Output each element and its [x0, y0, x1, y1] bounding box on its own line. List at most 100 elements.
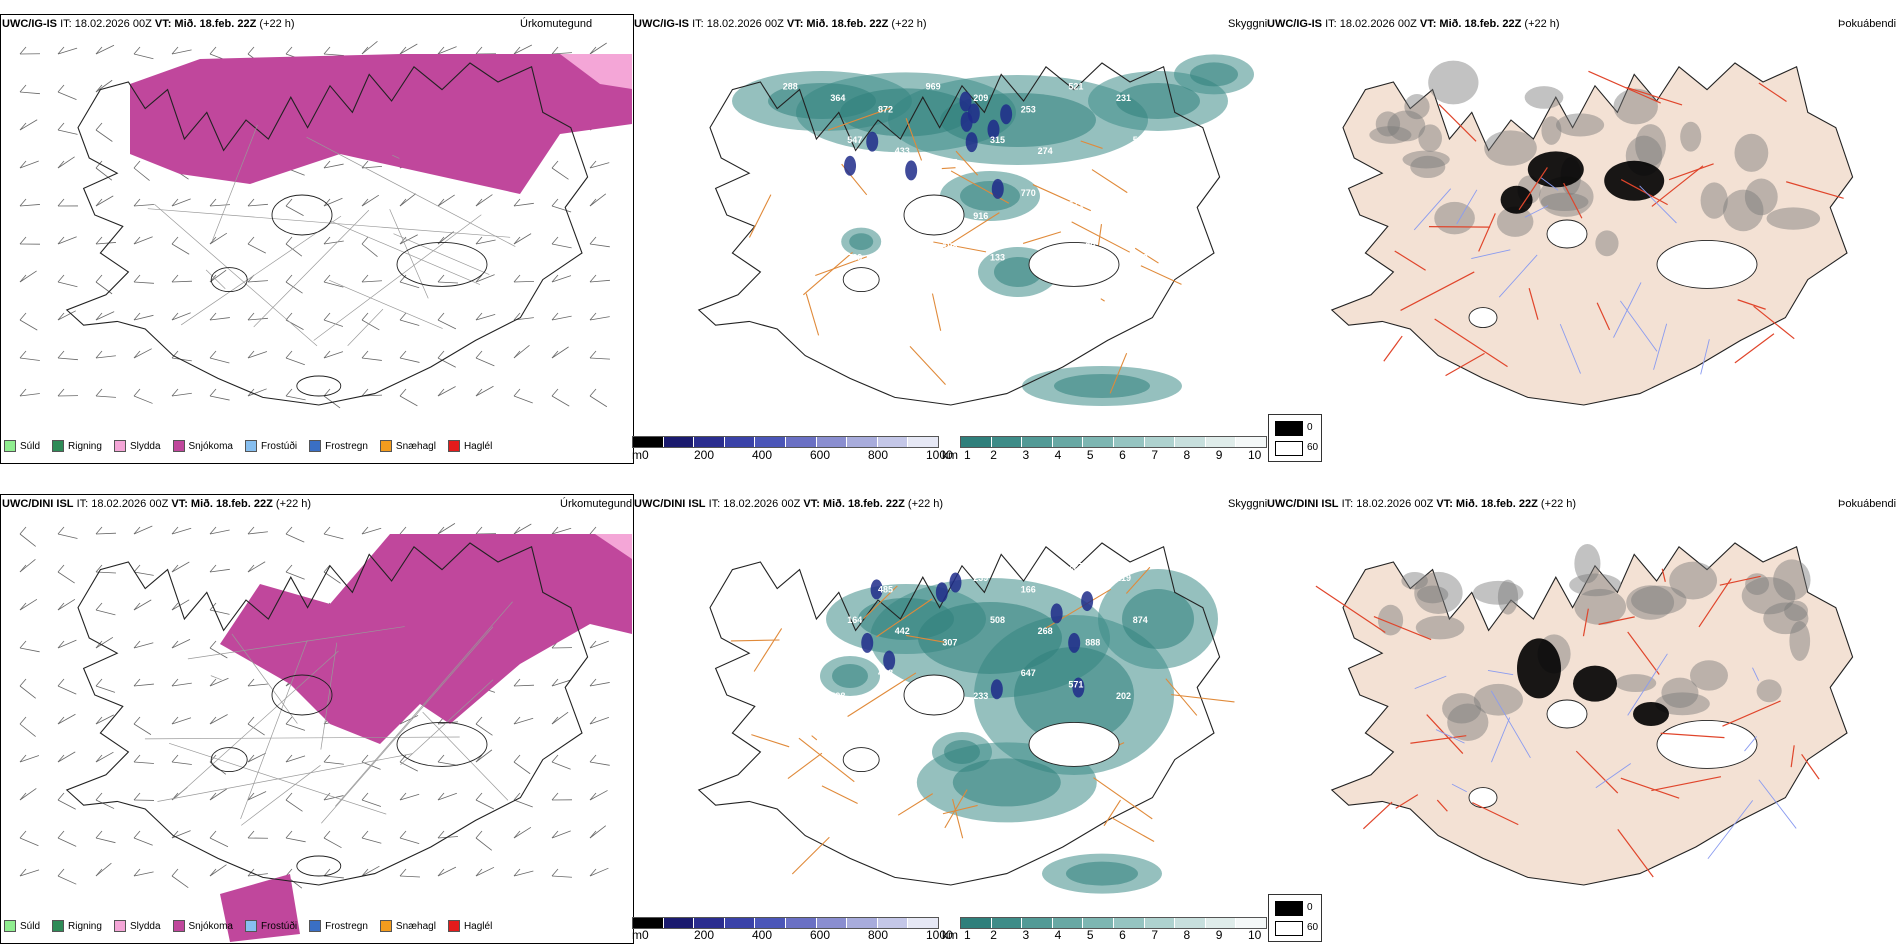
cloud-base-value-label: 571	[1068, 679, 1083, 689]
road-line	[157, 753, 413, 802]
wind-barb-feather	[19, 526, 27, 535]
cloud-base-value-label: 485	[878, 584, 893, 594]
wind-barb-feather	[133, 350, 141, 359]
coastline	[65, 62, 589, 406]
road-line	[1125, 566, 1151, 594]
wind-barb	[437, 357, 456, 368]
cloud-base-value-label: 609	[926, 199, 941, 209]
fog-index-shade	[1540, 192, 1589, 212]
cloud-base-value-label: 671	[1068, 199, 1083, 209]
fog-index-shade	[1635, 124, 1666, 167]
cloud-base-value-label: 227	[1068, 562, 1083, 572]
wind-barb	[589, 162, 610, 169]
road-line	[335, 601, 513, 807]
road-line	[1134, 247, 1159, 264]
wind-barb	[95, 311, 115, 321]
river-line	[1540, 177, 1559, 191]
road-line	[1620, 777, 1680, 799]
fog-index-shade	[1700, 182, 1728, 219]
wind-barb	[589, 243, 610, 248]
wind-barb	[133, 53, 154, 60]
cloud-base-value-label: 233	[973, 691, 988, 701]
wind-barb-feather	[19, 678, 27, 687]
river-line	[1490, 690, 1531, 759]
road-line	[1109, 352, 1128, 394]
wind-barb	[171, 527, 192, 535]
colorbar-step	[1175, 918, 1206, 928]
wind-barb-feather	[513, 198, 521, 207]
glacier-outline	[1028, 241, 1120, 287]
wind-barb-feather	[171, 526, 179, 535]
wind-barb	[57, 156, 75, 169]
colorbar-step	[755, 918, 786, 928]
wind-barb	[247, 317, 268, 321]
wind-barb-feather	[95, 198, 103, 207]
wind-barb	[95, 636, 114, 649]
road-line	[944, 789, 968, 829]
wind-barb	[323, 281, 344, 288]
scale-tick: 5	[1086, 928, 1094, 942]
wind-barb	[285, 571, 305, 580]
fog-index-shade	[1473, 580, 1524, 605]
wind-barb	[133, 348, 152, 359]
glacier-area	[1468, 307, 1498, 329]
wind-barb-feather	[589, 868, 597, 877]
scale-tick: 1000	[926, 928, 953, 942]
wind-barb	[475, 194, 493, 207]
row2-visibility-header: UWC/DINI ISL IT: 18.02.2026 00Z VT: Mið.…	[634, 498, 944, 510]
scale-tick: 5	[1086, 448, 1094, 462]
fog-index-shade	[1484, 130, 1537, 166]
cloud-base-value-label: 498	[830, 691, 845, 701]
wind-barb	[19, 270, 37, 283]
road-line	[1563, 182, 1583, 219]
legend-label: Slydda	[129, 920, 161, 932]
colorbar-step	[1022, 437, 1053, 447]
cloud-base-value-label: 331	[783, 199, 798, 209]
row2-precip-header: UWC/DINI ISL IT: 18.02.2026 00Z VT: Mið.…	[2, 498, 312, 510]
wind-barb-feather	[285, 716, 293, 725]
wind-barb	[133, 599, 152, 611]
fog-index-shade	[1631, 585, 1687, 615]
wind-barb-feather	[361, 312, 369, 321]
wind-barb	[171, 312, 191, 321]
cloud-base-value-label: 293	[1038, 264, 1053, 274]
colorbar-step	[694, 437, 725, 447]
wind-barb	[95, 395, 116, 398]
road-line	[1362, 801, 1393, 830]
wind-barb-feather	[95, 792, 103, 801]
road-line	[847, 672, 917, 717]
wind-barb	[589, 42, 607, 55]
river-line	[1758, 779, 1797, 829]
scale-tick: 3	[1022, 448, 1030, 462]
legend-swatch	[172, 440, 185, 452]
colorbar-step	[961, 437, 992, 447]
cloud-base-value-label: 969	[926, 82, 941, 92]
wind-barb	[95, 799, 115, 809]
wind-barb-feather	[361, 868, 369, 877]
wind-barb	[57, 281, 78, 288]
row1-header: UWC/IG-IS IT: 18.02.2026 00Z VT: Mið. 18…	[0, 14, 640, 34]
wind-barb	[133, 525, 153, 535]
precip-legend-item: Rigning	[52, 440, 102, 452]
wind-barb	[475, 749, 493, 763]
cloud-base-value-label: 166	[1021, 584, 1036, 594]
precip-legend-item: Slydda	[113, 440, 161, 452]
wind-barb-feather	[171, 640, 179, 649]
wind-barb-feather	[361, 236, 369, 245]
colorbar-step	[1083, 437, 1114, 447]
wind-barb	[361, 799, 382, 807]
wind-barb-feather	[285, 564, 293, 573]
fog-index-shade	[1434, 201, 1475, 235]
wind-barb-feather	[475, 236, 483, 245]
wind-barb-feather	[95, 274, 103, 283]
cloud-base-value-label: 911	[830, 573, 845, 583]
cloud-base-patch	[991, 178, 1004, 199]
road-line	[321, 626, 494, 824]
wind-barb	[171, 49, 192, 55]
colorbar-step	[1113, 918, 1145, 928]
wind-barb-feather	[437, 46, 445, 55]
wind-barb-feather	[399, 388, 407, 397]
wind-barb-feather	[171, 312, 179, 321]
wind-barb	[285, 281, 303, 294]
wind-barb-feather	[171, 754, 179, 763]
